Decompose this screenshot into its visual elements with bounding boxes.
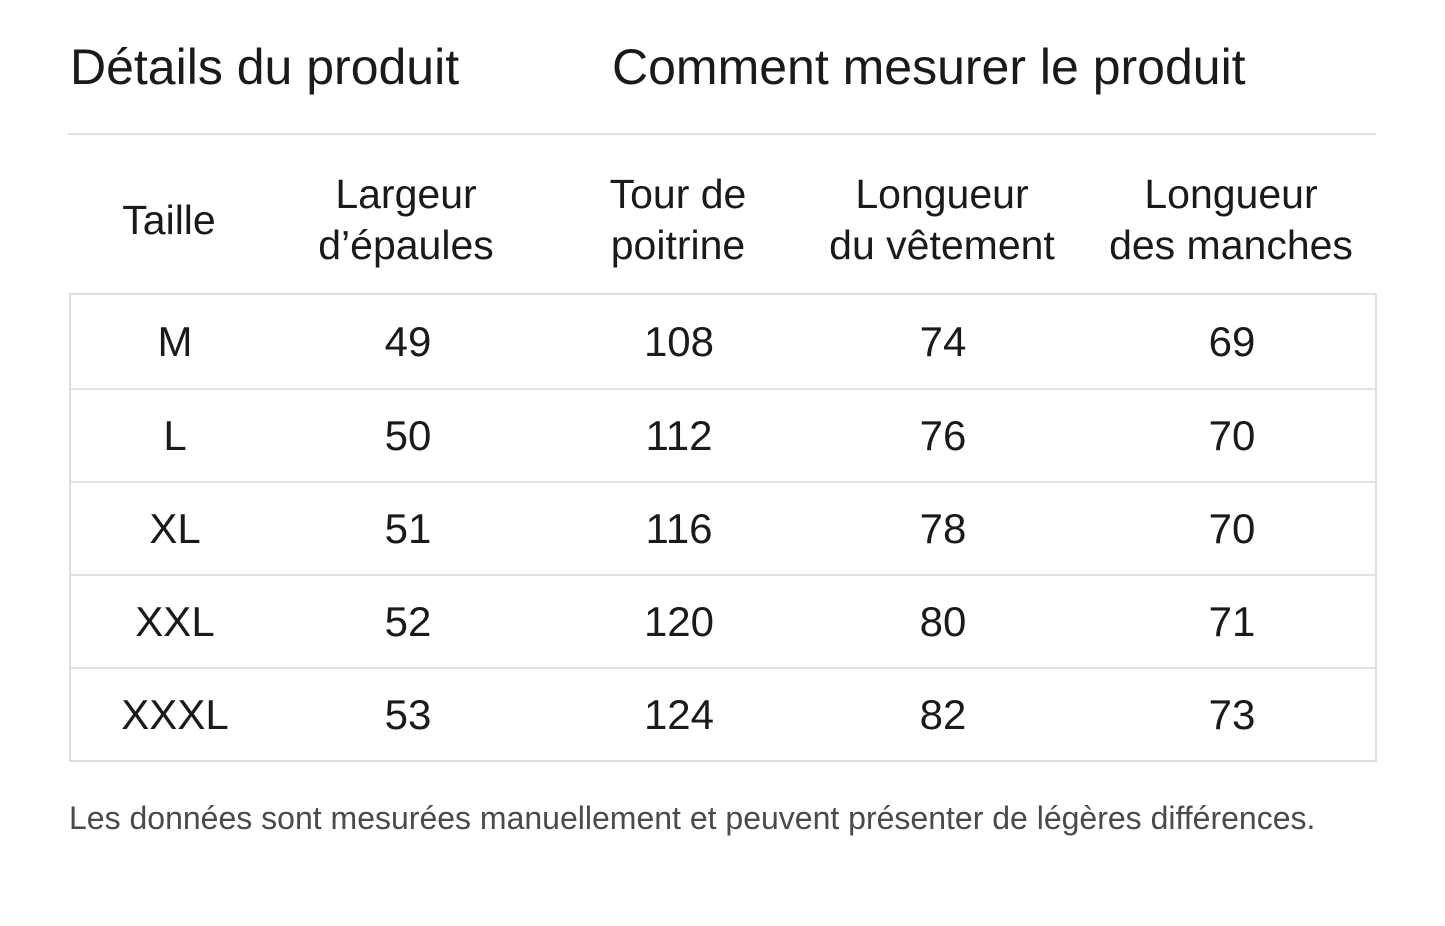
column-header-garment-length: Longueur du vêtement [810, 160, 1074, 280]
column-header-sleeve-length: Longueur des manches [1090, 160, 1372, 280]
column-header-garment-length-line1: Longueur [855, 171, 1029, 217]
shoulder-width-cell: 52 [384, 597, 432, 645]
column-header-sleeve-length-line2: des manches [1109, 222, 1353, 268]
column-header-chest-line1: Tour de [609, 171, 747, 217]
chest-cell: 112 [645, 411, 713, 459]
column-header-shoulder-width: Largeur d’épaules [286, 160, 526, 280]
column-header-shoulder-width-line1: Largeur [335, 171, 477, 217]
garment-length-cell: 82 [919, 690, 967, 738]
chest-cell: 116 [645, 504, 713, 552]
table-row: L 50 112 76 70 [71, 388, 1375, 481]
shoulder-width-cell: 53 [384, 690, 432, 738]
chest-cell: 108 [643, 317, 715, 365]
size-cell: XL [149, 504, 201, 552]
size-cell: M [157, 317, 193, 365]
chest-cell: 120 [643, 597, 715, 645]
measurement-disclaimer: Les données sont mesurées manuellement e… [69, 800, 1316, 836]
tab-bar: Détails du produit Comment mesurer le pr… [70, 32, 1246, 102]
tab-product-details[interactable]: Détails du produit [70, 39, 460, 95]
sleeve-length-cell: 70 [1208, 411, 1256, 459]
garment-length-cell: 74 [919, 317, 967, 365]
column-header-shoulder-width-line2: d’épaules [318, 222, 494, 268]
size-cell: XXXL [121, 690, 229, 738]
garment-length-cell: 76 [919, 411, 967, 459]
table-row: XXL 52 120 80 71 [71, 574, 1375, 667]
shoulder-width-cell: 51 [384, 504, 432, 552]
shoulder-width-cell: 50 [384, 411, 432, 459]
size-table-header: Taille Largeur d’épaules Tour de poitrin… [70, 160, 1375, 280]
column-header-sleeve-length-line1: Longueur [1144, 171, 1318, 217]
shoulder-width-cell: 49 [384, 317, 432, 365]
sleeve-length-cell: 73 [1208, 690, 1256, 738]
table-row: XXXL 53 124 82 73 [71, 667, 1375, 760]
column-header-size: Taille [70, 160, 268, 280]
column-header-garment-length-line2: du vêtement [829, 222, 1055, 268]
sleeve-length-cell: 69 [1208, 317, 1256, 365]
size-cell: L [163, 411, 187, 459]
size-cell: XXL [135, 597, 215, 645]
tab-how-to-measure[interactable]: Comment mesurer le produit [612, 39, 1246, 95]
garment-length-cell: 78 [919, 504, 967, 552]
size-table: M 49 108 74 69 L 50 112 76 70 XL 51 116 … [69, 293, 1377, 762]
column-header-chest: Tour de poitrine [570, 160, 786, 280]
table-row: XL 51 116 78 70 [71, 481, 1375, 574]
sleeve-length-cell: 70 [1208, 504, 1256, 552]
header-divider [68, 133, 1376, 135]
column-header-size-line1: Taille [122, 196, 216, 243]
table-row: M 49 108 74 69 [71, 295, 1375, 388]
column-header-chest-line2: poitrine [610, 222, 746, 268]
sleeve-length-cell: 71 [1208, 597, 1256, 645]
garment-length-cell: 80 [919, 597, 967, 645]
chest-cell: 124 [643, 690, 715, 738]
